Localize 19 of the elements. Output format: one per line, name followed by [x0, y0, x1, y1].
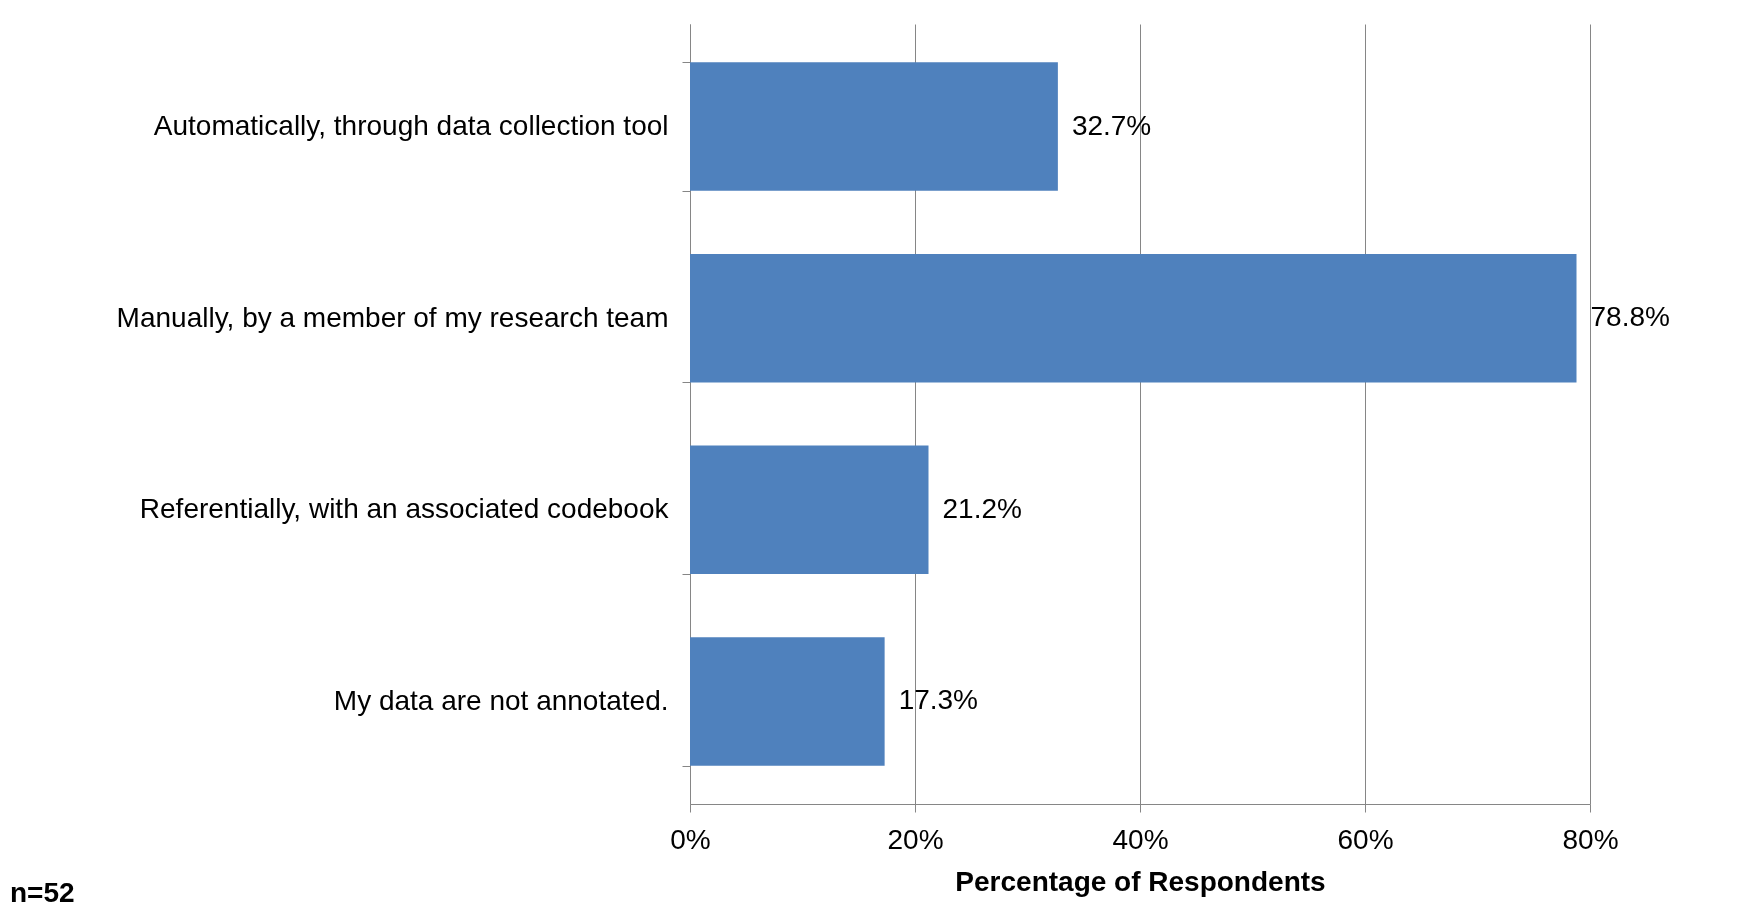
bar [690, 253, 1577, 383]
data-label: 17.3% [898, 684, 979, 716]
bar [690, 637, 885, 766]
bar [690, 445, 929, 575]
x-tick-label: 60% [1337, 823, 1394, 855]
data-label: 32.7% [1071, 109, 1152, 141]
data-label: 21.2% [942, 492, 1022, 524]
x-axis-title: Percentage of Respondents [955, 865, 1326, 897]
bar [690, 62, 1058, 191]
x-tick-label: 80% [1562, 823, 1619, 855]
y-tick-label: Referentially, with an associated codebook [139, 493, 670, 525]
y-tick-label: Automatically, through data collection tool [153, 110, 669, 142]
y-tick-label: My data are not annotated. [333, 684, 669, 716]
y-tick-label: Manually, by a member of my research team [116, 301, 669, 333]
x-tick-label: 40% [1112, 823, 1169, 855]
text: n=52 [10, 877, 75, 908]
x-tick-label: 20% [887, 823, 944, 855]
data-label: 78.8% [1590, 301, 1670, 333]
x-tick-label: 0% [670, 823, 711, 855]
